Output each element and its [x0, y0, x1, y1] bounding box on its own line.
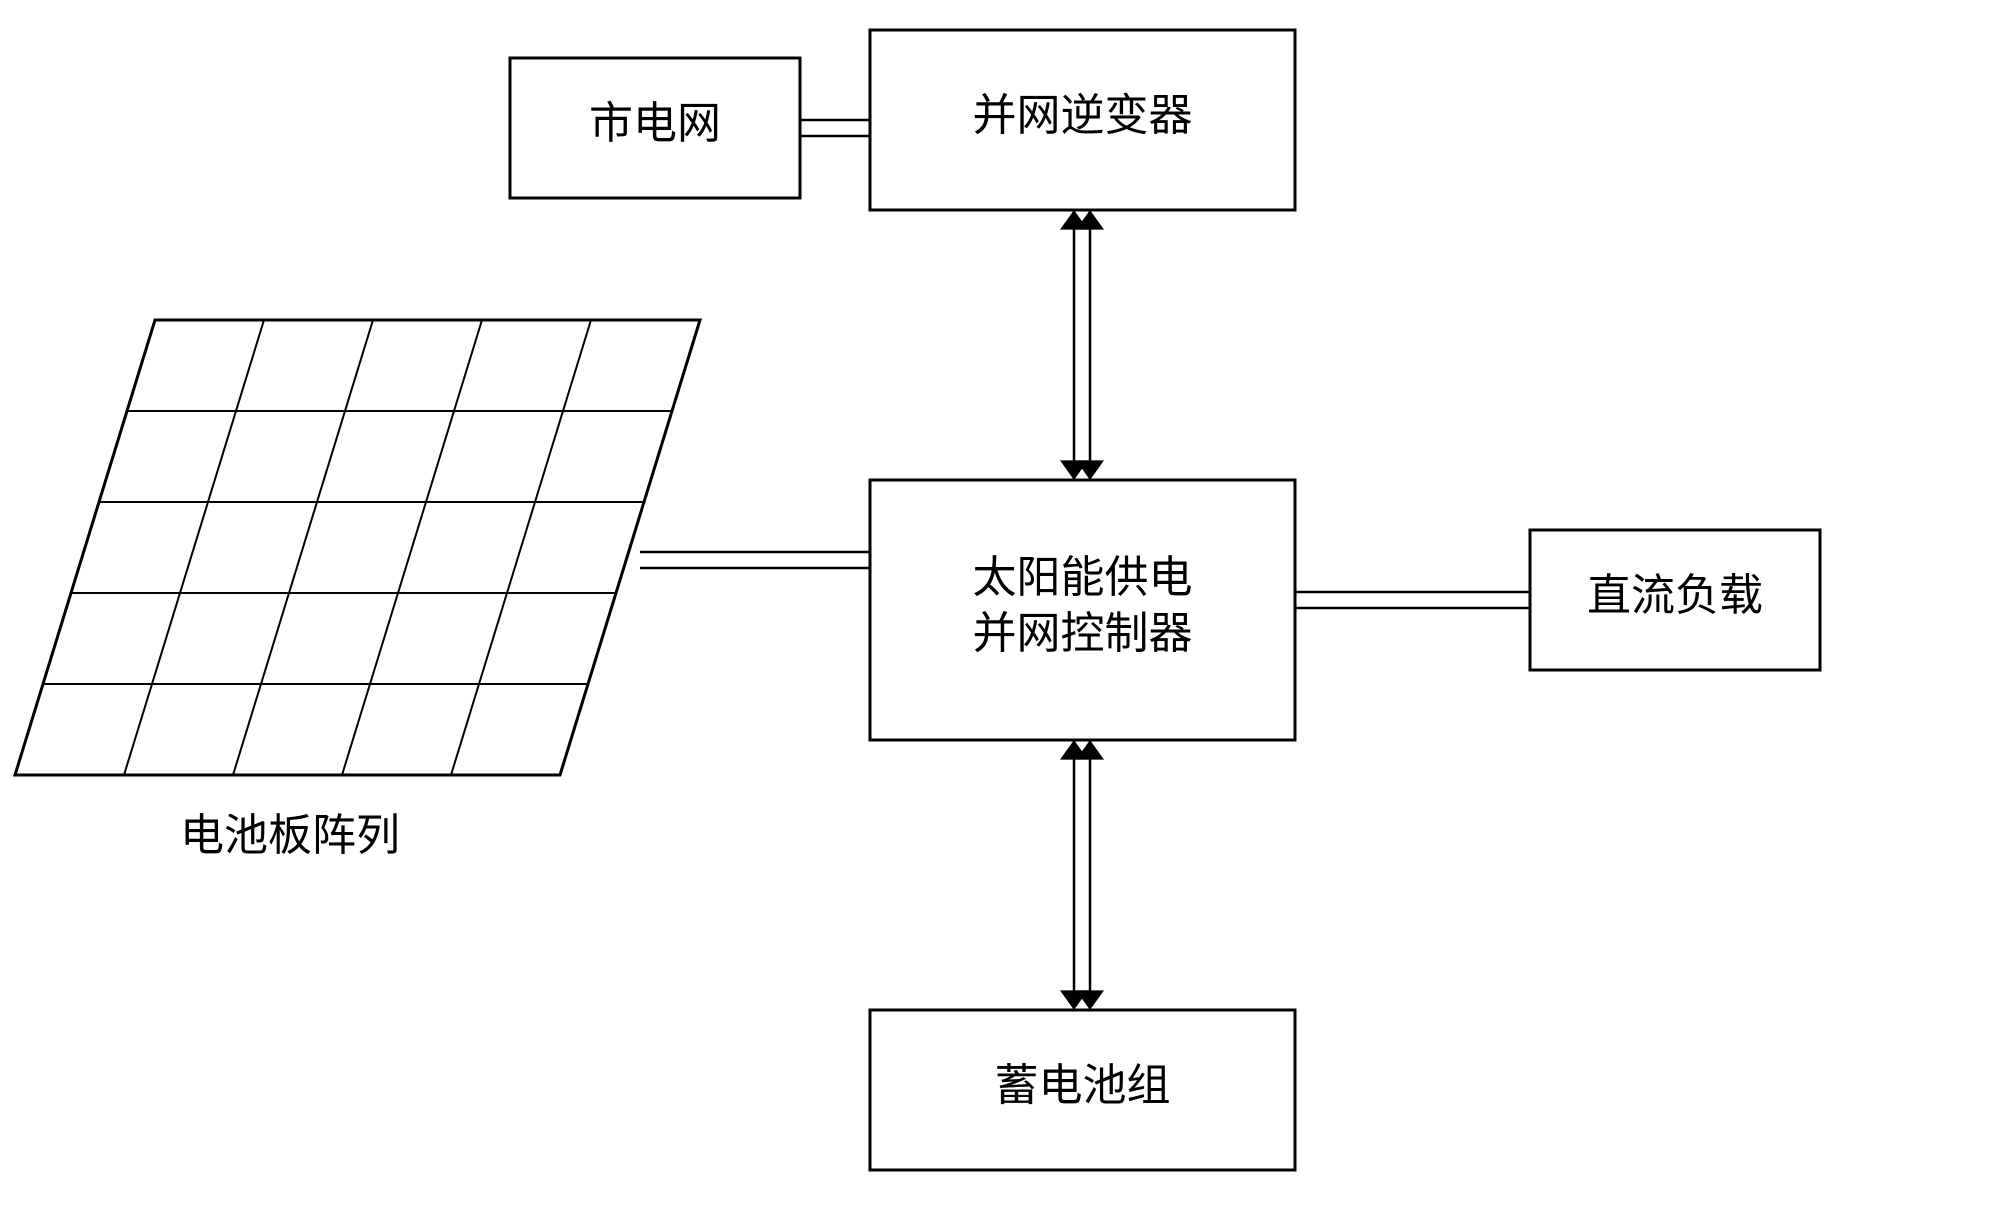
grid-label: 市电网 — [589, 99, 721, 148]
solar-panel-gridline — [451, 320, 591, 775]
battery-label: 蓄电池组 — [995, 1061, 1171, 1110]
inverter-label: 并网逆变器 — [973, 91, 1193, 140]
battery-box: 蓄电池组 — [870, 1010, 1295, 1170]
controller-box: 太阳能供电并网控制器 — [870, 480, 1295, 740]
connector-inverter-controller — [1060, 210, 1104, 480]
solar-panel-gridline — [233, 320, 373, 775]
inverter-box: 并网逆变器 — [870, 30, 1295, 210]
diagram-canvas: 市电网 并网逆变器太阳能供电并网控制器 直流负载蓄电池组 电池板阵列 — [0, 0, 1999, 1229]
solar-panel-array: 电池板阵列 — [15, 320, 700, 860]
solar-panel-gridline — [124, 320, 264, 775]
solar-panel-label: 电池板阵列 — [180, 811, 400, 860]
dcload-label: 直流负载 — [1587, 571, 1763, 620]
connector-controller-dcload — [1295, 592, 1530, 608]
grid-box: 市电网 — [510, 58, 800, 198]
solar-panel-gridline — [342, 320, 482, 775]
connector-grid-inverter — [800, 120, 870, 136]
controller-label: 太阳能供电 — [973, 553, 1193, 602]
connector-panel-controller — [640, 552, 870, 568]
controller-label: 并网控制器 — [973, 609, 1193, 658]
solar-panel-outline — [15, 320, 700, 775]
dcload-box: 直流负载 — [1530, 530, 1820, 670]
connector-controller-battery — [1060, 740, 1104, 1010]
